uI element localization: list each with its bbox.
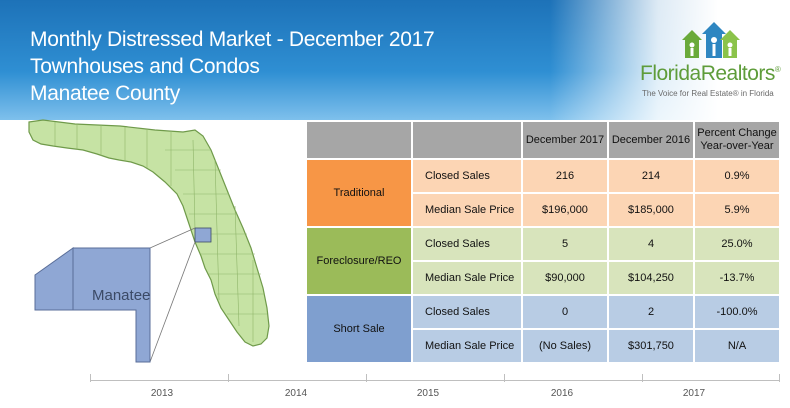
distressed-market-table: December 2017 December 2016 Percent Chan… (305, 120, 781, 364)
table-row: Foreclosure/REO Closed Sales 5 4 25.0% (305, 226, 781, 296)
category-short-sale: Short Sale (305, 294, 413, 364)
timeline-tick (642, 374, 643, 382)
value-percent-change: 0.9% (693, 158, 781, 194)
timeline-year-2013: 2013 (150, 388, 174, 399)
florida-county-map (28, 119, 270, 363)
county-label: Manatee (92, 287, 151, 304)
value-dec-2017: $196,000 (521, 192, 609, 228)
value-percent-change: 25.0% (693, 226, 781, 262)
header-blank-metric (411, 120, 523, 160)
logo-registered-mark: ® (774, 65, 781, 74)
timeline-year-2017: 2017 (682, 388, 706, 399)
timeline-year-2016: 2016 (550, 388, 574, 399)
value-dec-2017: 216 (521, 158, 609, 194)
header-dec-2017: December 2017 (521, 120, 609, 160)
timeline-tick (228, 374, 229, 382)
value-dec-2017: 5 (521, 226, 609, 262)
value-dec-2016: $301,750 (607, 328, 695, 364)
logo-tagline: The Voice for Real Estate® in Florida (642, 89, 774, 98)
logo-wordmark-part2: Realtors (700, 62, 776, 85)
table-row: Traditional Closed Sales 216 214 0.9% (305, 158, 781, 228)
value-dec-2016: 2 (607, 294, 695, 330)
logo-wordmark-part1: Florida (640, 62, 701, 85)
timeline-tick (90, 374, 91, 382)
report-subtitle-property-type: Townhouses and Condos (30, 55, 260, 78)
header-dec-2016: December 2016 (607, 120, 695, 160)
timeline-tick (366, 374, 367, 382)
value-dec-2016: 214 (607, 158, 695, 194)
metric-label: Closed Sales (411, 226, 523, 262)
value-dec-2016: $104,250 (607, 260, 695, 296)
header-blank (305, 120, 413, 160)
metric-label: Closed Sales (411, 158, 523, 194)
value-dec-2016: $185,000 (607, 192, 695, 228)
manatee-county-highlight (194, 227, 212, 243)
houses-with-people-icon (682, 22, 740, 58)
timeline-tick (779, 374, 780, 382)
header-banner-fade (550, 0, 790, 120)
category-foreclosure-reo: Foreclosure/REO (305, 226, 413, 296)
report-titles: Monthly Distressed Market - December 201… (30, 26, 435, 107)
value-percent-change: -100.0% (693, 294, 781, 330)
timeline-axis (90, 380, 780, 381)
table-row: Short Sale Closed Sales 0 2 -100.0% (305, 294, 781, 364)
value-dec-2017: $90,000 (521, 260, 609, 296)
florida-state-shape (28, 119, 270, 347)
metric-label: Median Sale Price (411, 260, 523, 296)
header-pct-line1: Percent Change (697, 127, 777, 139)
metric-label: Median Sale Price (411, 328, 523, 364)
report-subtitle-county: Manatee County (30, 82, 180, 105)
florida-realtors-logo: FloridaRealtors® The Voice for Real Esta… (640, 22, 781, 102)
timeline-year-2014: 2014 (284, 388, 308, 399)
table-header-row: December 2017 December 2016 Percent Chan… (305, 120, 781, 160)
value-dec-2016: 4 (607, 226, 695, 262)
header-pct-line2: Year-over-Year (700, 140, 774, 152)
manatee-county-enlarged (72, 247, 151, 363)
metric-label: Closed Sales (411, 294, 523, 330)
timeline-year-2015: 2015 (416, 388, 440, 399)
header-percent-change: Percent Change Year-over-Year (693, 120, 781, 160)
timeline-tick (504, 374, 505, 382)
value-percent-change: N/A (693, 328, 781, 364)
value-percent-change: -13.7% (693, 260, 781, 296)
value-dec-2017: (No Sales) (521, 328, 609, 364)
logo-wordmark: FloridaRealtors® (640, 62, 781, 86)
metric-label: Median Sale Price (411, 192, 523, 228)
value-dec-2017: 0 (521, 294, 609, 330)
report-title: Monthly Distressed Market - December 201… (30, 28, 435, 51)
category-traditional: Traditional (305, 158, 413, 228)
value-percent-change: 5.9% (693, 192, 781, 228)
